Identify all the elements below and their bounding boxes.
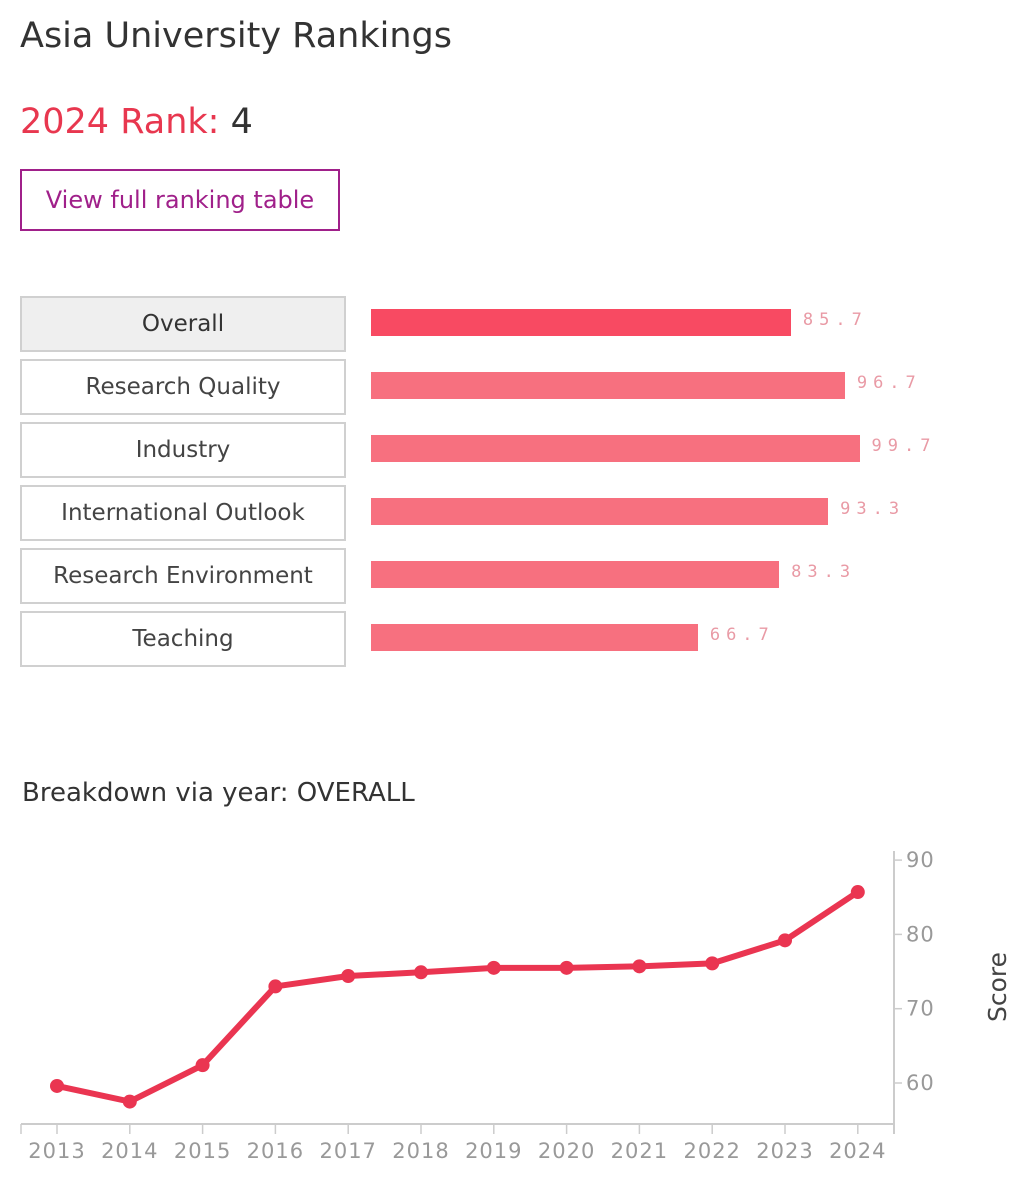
- score-bar: [371, 498, 829, 525]
- score-bar: [371, 624, 698, 651]
- data-point-2014: [122, 1094, 137, 1109]
- category-button-research-quality[interactable]: Research Quality: [20, 359, 346, 415]
- x-tick-label: 2016: [247, 1139, 304, 1163]
- x-tick-label: 2024: [829, 1139, 886, 1163]
- x-tick-label: 2014: [101, 1139, 158, 1163]
- data-point-2016: [268, 979, 283, 994]
- x-tick-label: 2021: [611, 1139, 668, 1163]
- data-point-2021: [632, 959, 647, 974]
- x-tick-label: 2019: [465, 1139, 522, 1163]
- x-tick-label: 2017: [319, 1139, 376, 1163]
- x-tick-label: 2020: [538, 1139, 595, 1163]
- rank-value: 4: [230, 102, 253, 142]
- x-tick-label: 2015: [174, 1139, 231, 1163]
- x-tick-label: 2013: [28, 1139, 85, 1163]
- page-title: Asia University Rankings: [20, 16, 452, 56]
- breakdown-title: Breakdown via year: OVERALL: [22, 778, 415, 808]
- score-bar: [371, 435, 860, 462]
- score-bar: [371, 309, 791, 336]
- score-line: [54, 889, 861, 1105]
- data-point-2022: [705, 956, 720, 971]
- data-point-2019: [486, 960, 501, 975]
- line-chart: 2013 2014 2015 2016 2017 2018 2019 2020 2021 2022…: [20, 848, 1012, 1163]
- category-button-teaching[interactable]: Teaching: [20, 611, 346, 667]
- y-tick-label: 90: [906, 848, 935, 872]
- y-axis-label: Score: [983, 952, 1012, 1022]
- x-tick-label: 2023: [756, 1139, 813, 1163]
- view-full-ranking-button[interactable]: View full ranking table: [20, 169, 340, 231]
- category-button-overall[interactable]: Overall: [20, 296, 346, 352]
- score-value: 83.3: [791, 562, 857, 582]
- data-point-2018: [414, 965, 428, 980]
- score-value: 93.3: [840, 499, 906, 519]
- data-point-2020: [559, 960, 574, 975]
- score-value: 66.7: [709, 625, 775, 645]
- rank-heading: 2024 Rank: 4: [20, 102, 253, 142]
- score-value: 85.7: [802, 310, 868, 330]
- category-button-industry[interactable]: Industry: [20, 422, 346, 478]
- rank-label: 2024 Rank:: [20, 102, 220, 142]
- data-point-2023: [778, 933, 792, 948]
- data-point-2015: [195, 1058, 210, 1073]
- score-value: 96.7: [856, 373, 922, 393]
- y-tick-label: 80: [906, 922, 935, 946]
- score-value: 99.7: [871, 436, 937, 456]
- y-tick-label: 60: [906, 1071, 935, 1095]
- score-bar: [371, 561, 780, 588]
- category-button-international-outlook[interactable]: International Outlook: [20, 485, 346, 541]
- x-tick-label: 2018: [392, 1139, 449, 1163]
- category-button-research-environment[interactable]: Research Environment: [20, 548, 346, 604]
- data-point-2013: [50, 1078, 64, 1093]
- y-tick-label: 70: [906, 997, 935, 1021]
- x-tick-label: 2022: [683, 1139, 740, 1163]
- data-point-2017: [341, 969, 356, 984]
- score-bar: [371, 372, 845, 399]
- data-point-2024: [850, 885, 865, 900]
